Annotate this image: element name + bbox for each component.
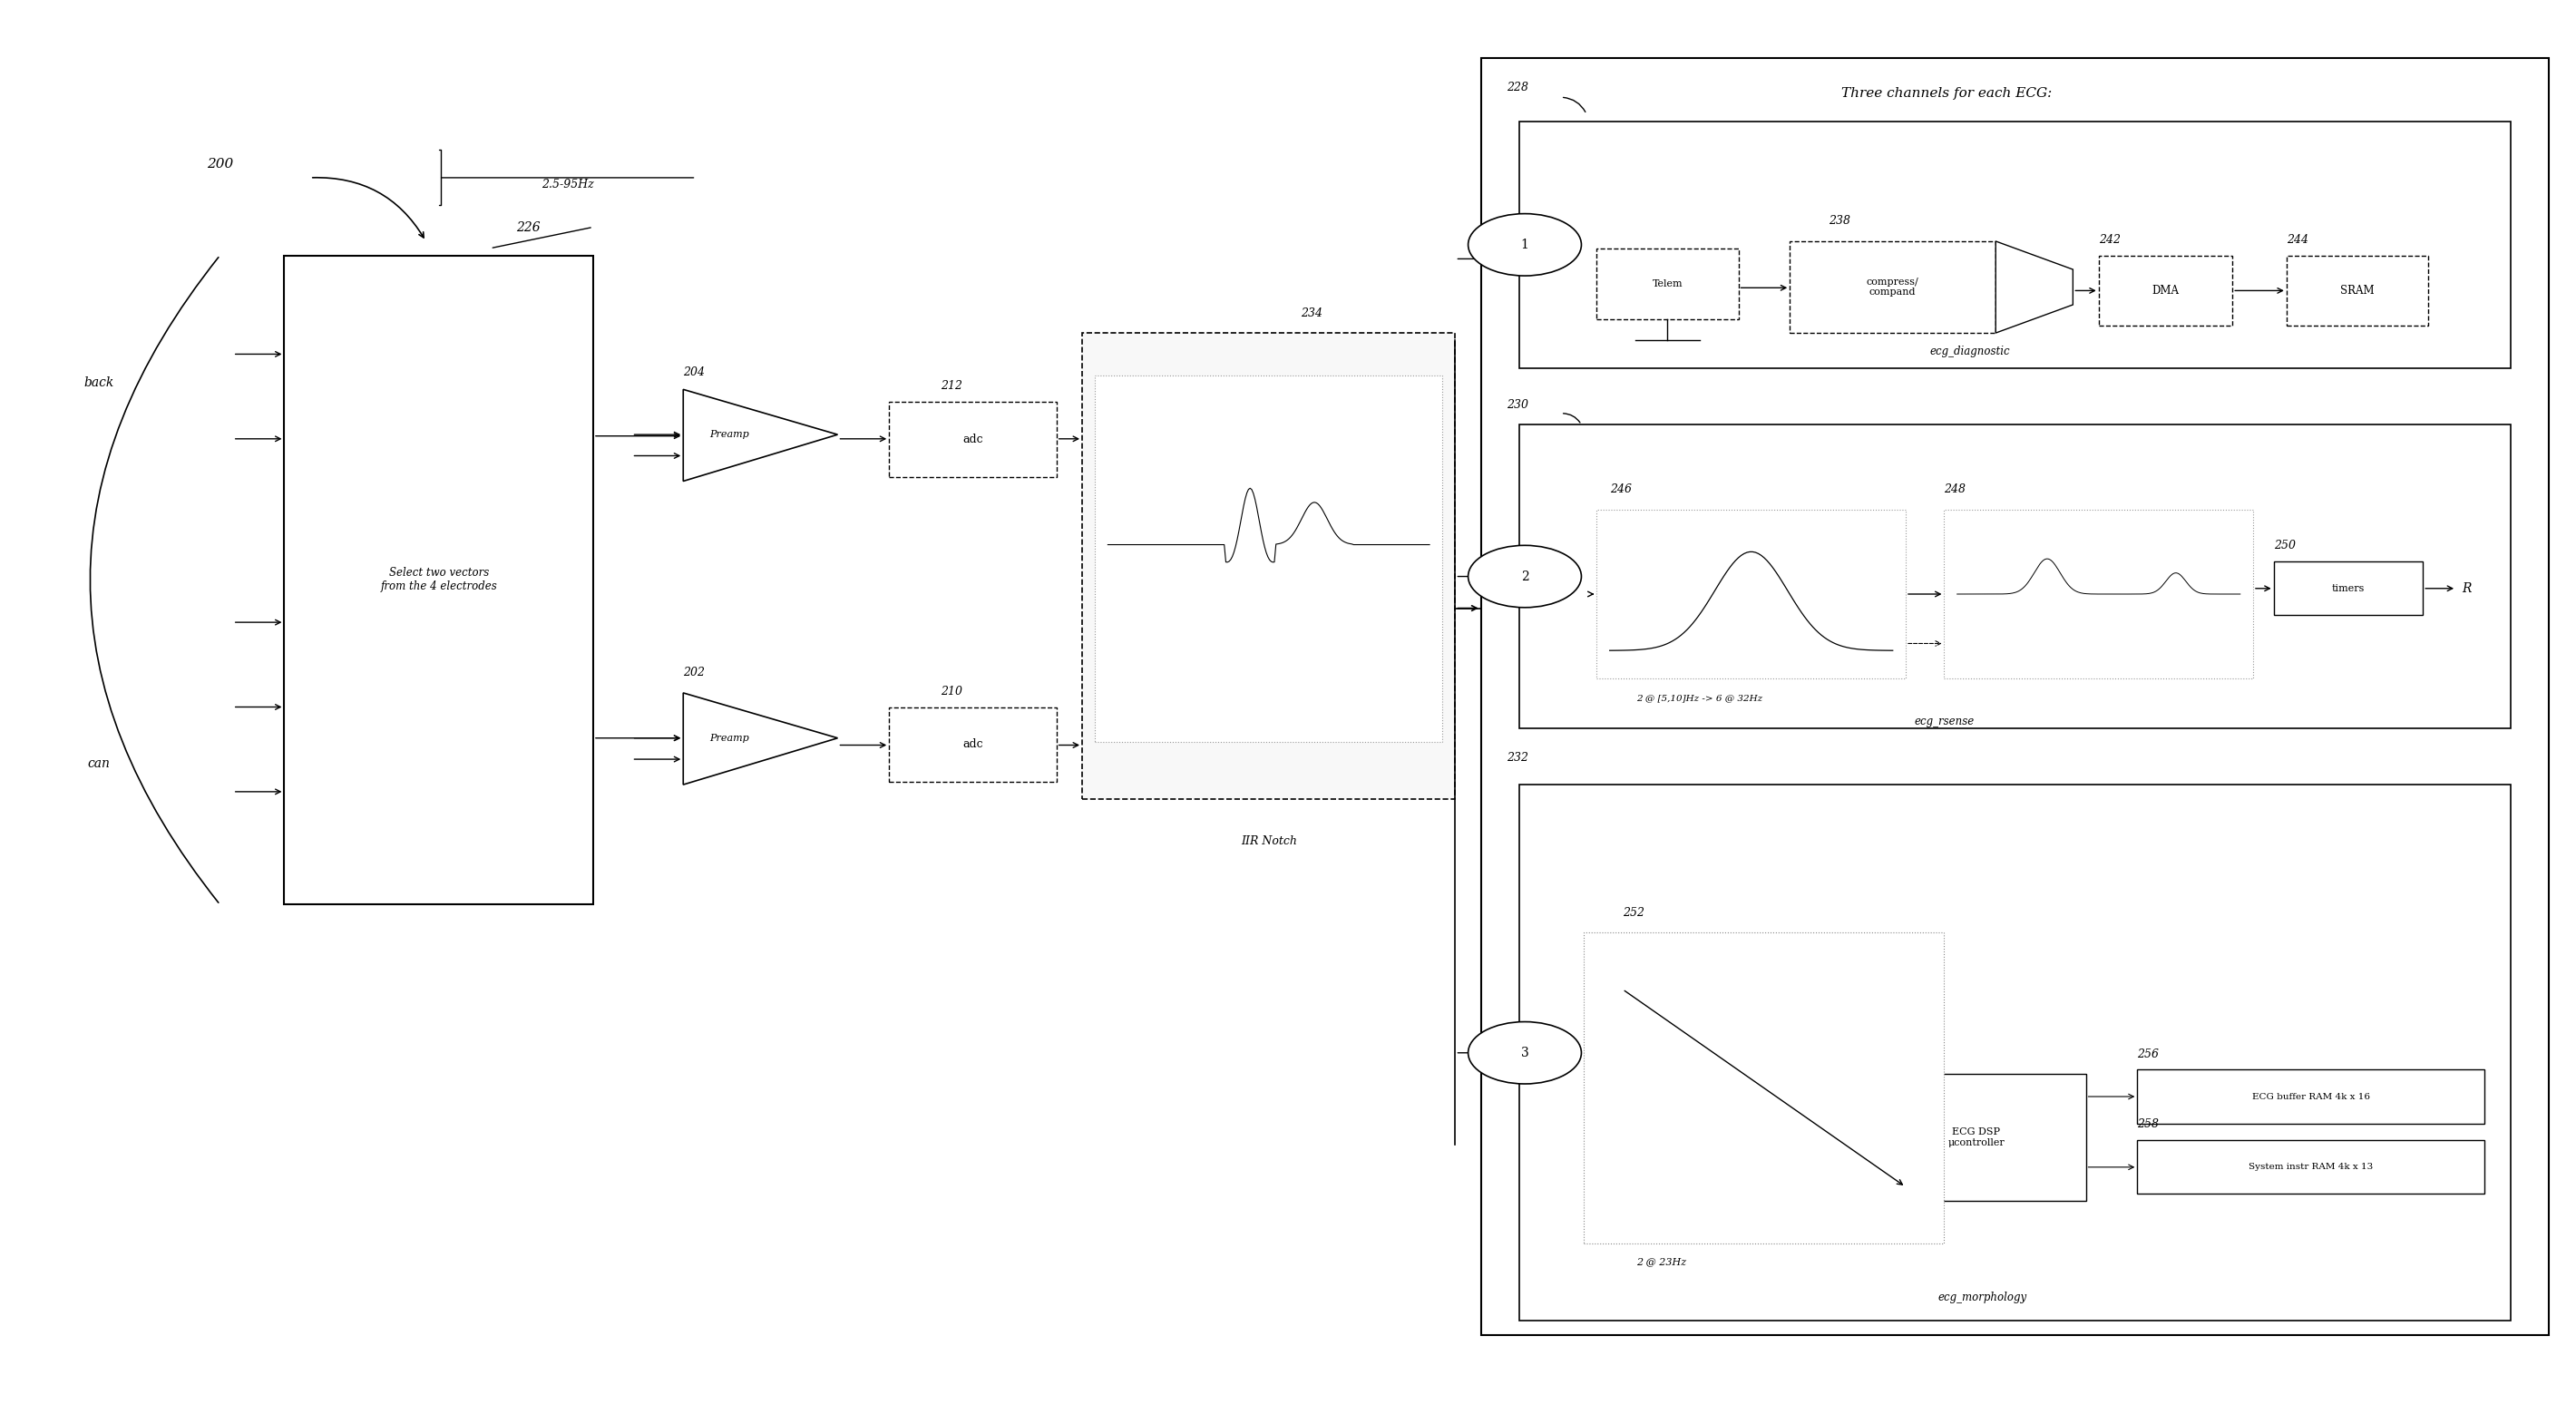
Text: ECG DSP
μcontroller: ECG DSP μcontroller	[1947, 1128, 2004, 1147]
FancyBboxPatch shape	[889, 707, 1056, 782]
FancyBboxPatch shape	[2287, 256, 2429, 325]
Text: 252: 252	[1623, 906, 1643, 919]
Text: 244: 244	[2287, 233, 2308, 246]
Text: adc: adc	[963, 434, 984, 445]
Text: 226: 226	[515, 222, 541, 235]
Text: R: R	[2463, 583, 2470, 595]
Polygon shape	[683, 693, 837, 785]
Text: 2: 2	[1520, 570, 1528, 583]
Circle shape	[1468, 546, 1582, 608]
Text: 232: 232	[1507, 752, 1528, 764]
Text: DMA: DMA	[2151, 284, 2179, 297]
Text: ECG buffer RAM 4k x 16: ECG buffer RAM 4k x 16	[2251, 1093, 2370, 1100]
Text: 204: 204	[683, 366, 706, 378]
Text: Preamp: Preamp	[711, 734, 750, 742]
Polygon shape	[1996, 242, 2074, 332]
FancyBboxPatch shape	[1520, 424, 2512, 728]
Text: Select two vectors
from the 4 electrodes: Select two vectors from the 4 electrodes	[381, 567, 497, 592]
Text: 212: 212	[940, 380, 963, 392]
FancyBboxPatch shape	[1945, 509, 2254, 679]
Text: back: back	[85, 376, 113, 389]
FancyBboxPatch shape	[2275, 561, 2424, 615]
Text: 2.5-95Hz: 2.5-95Hz	[541, 178, 592, 191]
FancyBboxPatch shape	[1520, 785, 2512, 1321]
FancyBboxPatch shape	[1597, 249, 1739, 318]
FancyBboxPatch shape	[1868, 1075, 2087, 1200]
Text: 3: 3	[1520, 1046, 1528, 1059]
Text: can: can	[88, 756, 111, 769]
Text: 238: 238	[1829, 215, 1850, 228]
FancyBboxPatch shape	[2138, 1070, 2486, 1123]
Text: 242: 242	[2099, 233, 2120, 246]
Text: 258: 258	[2138, 1118, 2159, 1130]
Text: Three channels for each ECG:: Three channels for each ECG:	[1842, 86, 2053, 99]
Text: 246: 246	[1610, 484, 1631, 495]
Text: 234: 234	[1301, 307, 1321, 318]
Text: compress/
compand: compress/ compand	[1868, 277, 1919, 297]
Text: 2 @ [5,10]Hz -> 6 @ 32Hz: 2 @ [5,10]Hz -> 6 @ 32Hz	[1636, 694, 1762, 703]
Polygon shape	[683, 389, 837, 481]
FancyBboxPatch shape	[2099, 256, 2233, 325]
FancyBboxPatch shape	[1481, 58, 2550, 1335]
FancyBboxPatch shape	[1095, 375, 1443, 742]
Circle shape	[1468, 214, 1582, 276]
Text: System instr RAM 4k x 13: System instr RAM 4k x 13	[2249, 1164, 2372, 1171]
Text: ecg_morphology: ecg_morphology	[1937, 1291, 2027, 1302]
FancyBboxPatch shape	[1597, 509, 1906, 679]
FancyBboxPatch shape	[1790, 242, 1996, 332]
FancyBboxPatch shape	[889, 402, 1056, 477]
FancyBboxPatch shape	[283, 256, 592, 905]
Text: 250: 250	[2275, 540, 2295, 551]
Text: SRAM: SRAM	[2339, 284, 2375, 297]
Text: ecg_rsense: ecg_rsense	[1914, 715, 1973, 727]
Text: 230: 230	[1507, 399, 1528, 410]
FancyBboxPatch shape	[1520, 122, 2512, 368]
Text: 248: 248	[1945, 484, 1965, 495]
FancyBboxPatch shape	[1584, 933, 1945, 1243]
Text: 200: 200	[206, 158, 234, 171]
Text: ecg_diagnostic: ecg_diagnostic	[1929, 345, 2009, 358]
Text: 256: 256	[2138, 1048, 2159, 1060]
FancyBboxPatch shape	[1082, 332, 1455, 799]
FancyBboxPatch shape	[2138, 1140, 2486, 1193]
Text: Telem: Telem	[1651, 279, 1682, 288]
Text: 2 @ 23Hz: 2 @ 23Hz	[1636, 1257, 1687, 1267]
Text: 202: 202	[683, 667, 706, 679]
Text: IIR Notch: IIR Notch	[1242, 836, 1296, 847]
Text: timers: timers	[2331, 584, 2365, 592]
Text: adc: adc	[963, 738, 984, 751]
Text: 254: 254	[1893, 1048, 1914, 1060]
Circle shape	[1468, 1022, 1582, 1085]
Text: 228: 228	[1507, 81, 1528, 93]
Text: Preamp: Preamp	[711, 430, 750, 440]
Text: 1: 1	[1520, 239, 1528, 252]
Text: 210: 210	[940, 686, 963, 697]
